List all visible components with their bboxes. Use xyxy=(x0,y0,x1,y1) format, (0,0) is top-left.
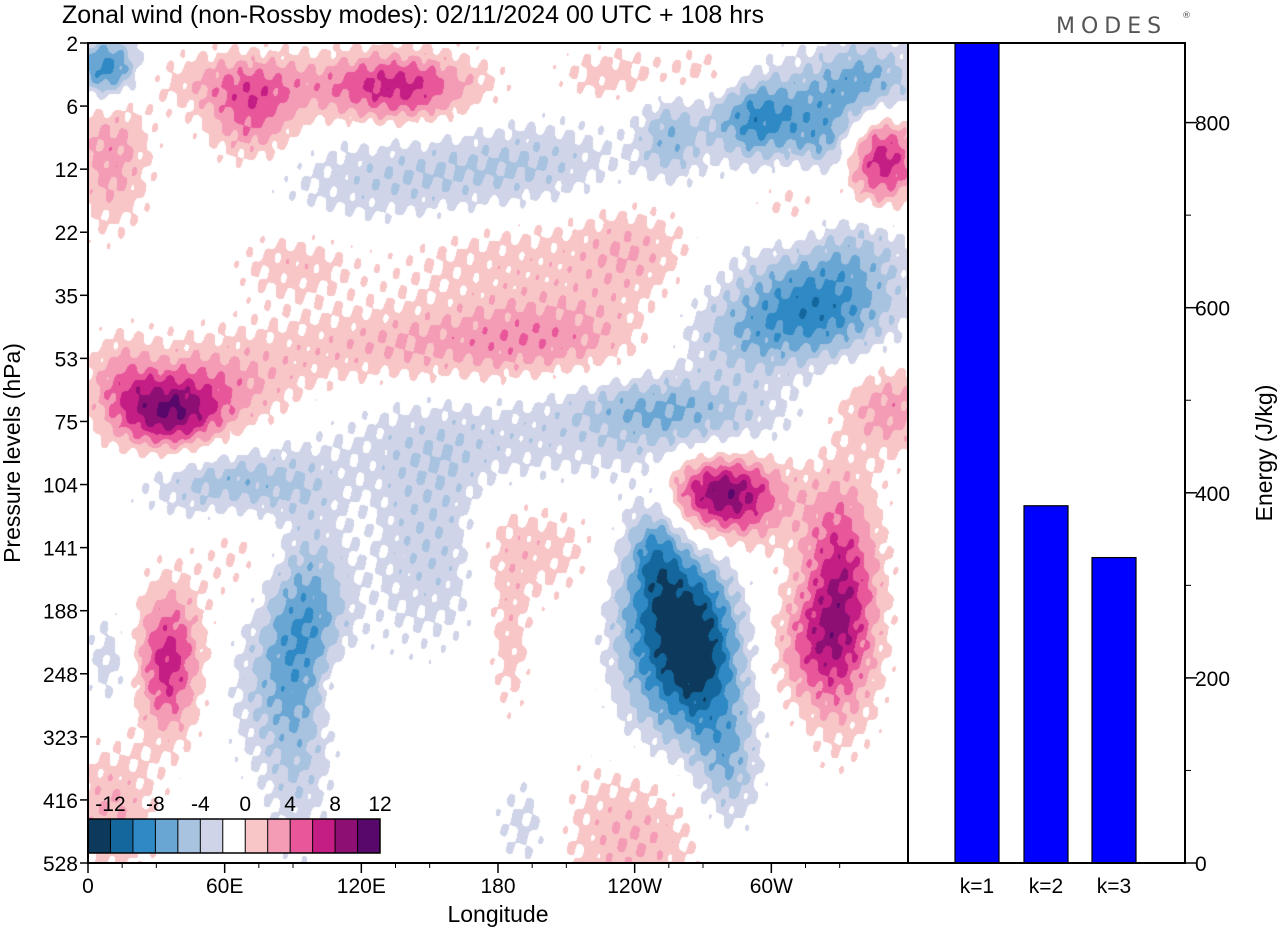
y-tick-label: 2 xyxy=(66,33,78,56)
colorbar-swatch xyxy=(155,819,179,853)
bar-y-axis: 0 200 400 600 800 xyxy=(1185,113,1230,876)
heatmap-field xyxy=(88,43,908,863)
x-tick-label: 120E xyxy=(337,875,386,898)
colorbar-tick-label: 8 xyxy=(329,793,341,816)
x-tick-label: 60W xyxy=(750,875,793,898)
y-tick-label: 6 xyxy=(66,96,78,119)
colorbar-swatch xyxy=(267,819,291,853)
colorbar-swatch xyxy=(222,819,246,853)
y-tick-label: 22 xyxy=(55,222,78,245)
y-tick-label: 104 xyxy=(43,475,78,498)
bar-y-label: Energy (J/kg) xyxy=(1251,385,1277,522)
energy-bar-k=3 xyxy=(1091,556,1137,864)
colorbar-tick-label: -12 xyxy=(95,793,125,816)
colorbar-swatch xyxy=(312,819,336,853)
modes-logo: MODES xyxy=(1056,14,1167,39)
heatmap-raster xyxy=(88,43,908,863)
colorbar-swatch xyxy=(88,819,111,853)
bar-x-axis: k=1 k=2 k=3 xyxy=(960,875,1131,898)
colorbar-tick-label: 0 xyxy=(239,793,251,816)
colorbar-swatch xyxy=(335,819,358,853)
colorbar-swatch xyxy=(110,819,134,853)
bar-category-label: k=3 xyxy=(1097,875,1131,898)
bar-y-tick-label: 0 xyxy=(1195,853,1207,876)
bar-y-tick-label: 200 xyxy=(1195,668,1230,691)
y-tick-label: 188 xyxy=(43,601,78,624)
colorbar: -12 -8 -4 0 4 8 12 xyxy=(87,793,392,854)
y-tick-label: 35 xyxy=(55,285,78,308)
y-tick-label: 141 xyxy=(43,538,78,561)
bar-y-tick-label: 400 xyxy=(1195,483,1230,506)
x-tick-label: 60E xyxy=(206,875,243,898)
y-tick-label: 416 xyxy=(43,790,78,813)
energy-bar-k=2 xyxy=(1023,505,1069,864)
colorbar-tick-label: -4 xyxy=(191,793,210,816)
heatmap-y-label: Pressure levels (hPa) xyxy=(0,343,25,563)
colorbar-swatch xyxy=(200,819,224,853)
colorbar-swatch xyxy=(290,819,313,853)
heatmap-x-axis: 0 60E 120E 180 120W 60W xyxy=(82,863,841,898)
y-tick-label: 12 xyxy=(55,159,78,182)
colorbar-tick-label: 12 xyxy=(368,793,391,816)
y-tick-label: 248 xyxy=(43,664,78,687)
bar-y-tick-label: 800 xyxy=(1195,113,1230,136)
heatmap-y-axis: 2 6 12 22 35 53 75 104 141 188 248 323 416 528 xyxy=(43,33,88,876)
bar-category-label: k=1 xyxy=(960,875,994,898)
energy-bar-k=1 xyxy=(954,42,1000,864)
colorbar-swatch xyxy=(132,819,156,853)
colorbar-tick-label: -8 xyxy=(146,793,165,816)
chart-title: Zonal wind (non-Rossby modes): 02/11/202… xyxy=(62,1,764,29)
bar-y-tick-label: 600 xyxy=(1195,298,1230,321)
y-tick-label: 528 xyxy=(43,853,78,876)
heatmap-x-label: Longitude xyxy=(447,901,548,927)
y-tick-label: 75 xyxy=(55,411,78,434)
energy-bars xyxy=(954,42,1137,864)
logo-registered-mark: ® xyxy=(1182,11,1191,21)
colorbar-swatch xyxy=(245,819,268,853)
x-tick-label: 120W xyxy=(607,875,662,898)
x-tick-label: 180 xyxy=(480,875,515,898)
colorbar-swatch xyxy=(177,819,201,853)
x-tick-label: 0 xyxy=(82,875,94,898)
colorbar-swatch xyxy=(357,819,381,853)
colorbar-tick-label: 4 xyxy=(284,793,296,816)
y-tick-label: 53 xyxy=(55,348,78,371)
bar-category-label: k=2 xyxy=(1029,875,1063,898)
y-tick-label: 323 xyxy=(43,727,78,750)
bar-frame xyxy=(907,42,1186,864)
